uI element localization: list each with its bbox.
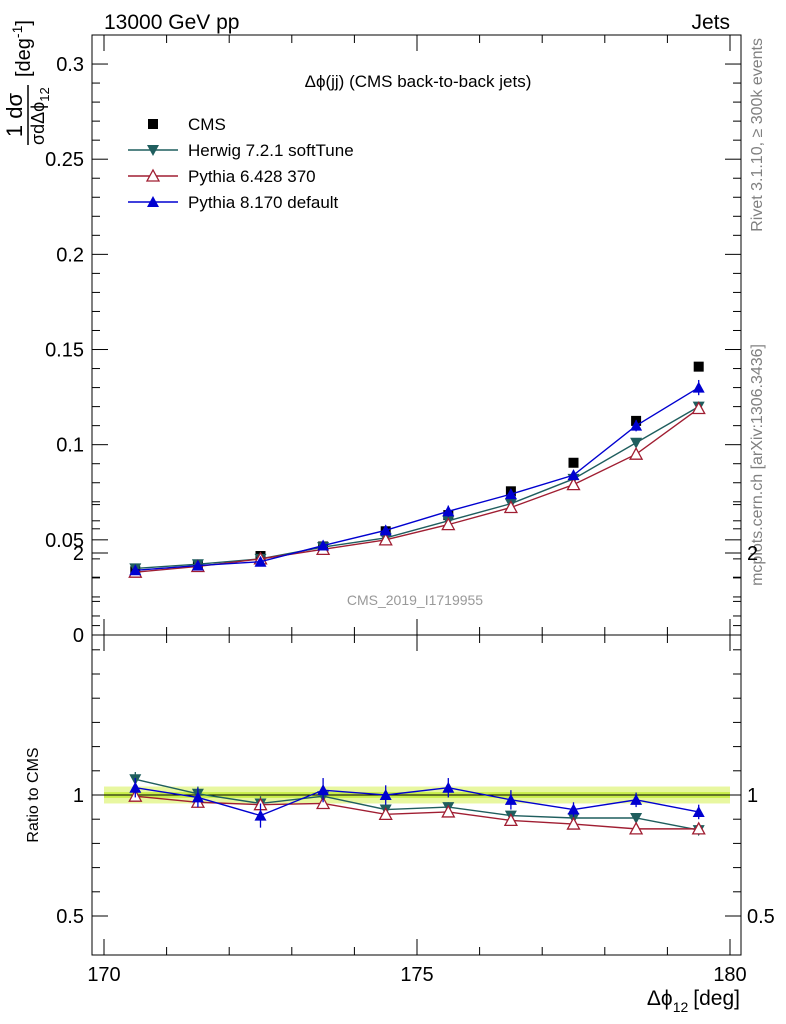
main-y-tick-label: 0.3 [56, 54, 84, 76]
ratio-point-pythia-8-170-default [442, 781, 455, 793]
series-line-pythia-8-170-default [135, 386, 700, 571]
ratio-point-herwig-7-2-1-softtune [630, 812, 643, 824]
ratio-point-pythia-8-170-default [191, 791, 204, 803]
ratio-y-axis: 0.5 0.5 1 1 2 2 [56, 504, 775, 928]
y-label-den-d: dΔϕ [28, 102, 48, 134]
legend-label-herwig-7-2-1-softtune: Herwig 7.2.1 softTune [188, 141, 354, 160]
ratio-point-pythia-8-170-default [567, 803, 580, 815]
x-axis-label: Δϕ12 [deg] [647, 987, 740, 1015]
y-label-unit-suffix: ] [13, 20, 35, 26]
legend-marker-cms [148, 119, 158, 129]
ratio-point-pythia-8-170-default [129, 781, 142, 793]
ratio-y-tick-label: 1 [73, 785, 84, 807]
analysis-watermark: CMS_2019_I1719955 [347, 592, 483, 608]
rivet-version-label: Rivet 3.1.10, ≥ 300k events [749, 38, 766, 232]
main-y-tick-label: 0.05 [45, 530, 84, 552]
main-y-axis-label: 1 dσ σdΔϕ12 [deg-1] [2, 20, 52, 145]
ratio-point-pythia-6-428-370 [691, 821, 706, 835]
data-point-pythia-8-170-default [317, 539, 330, 551]
series-line-herwig-7-2-1-softtune [135, 406, 700, 570]
ratio-line-pythia-8-170-default [135, 787, 699, 817]
ratio-line-pythia-6-428-370 [135, 795, 699, 830]
data-point-pythia-8-170-default [191, 559, 204, 571]
y-label-den-sigma: σ [28, 134, 48, 145]
ratio-point-pythia-6-428-370 [316, 796, 331, 810]
ratio-point-pythia-8-170-default [630, 793, 643, 805]
legend-label-pythia-8-170-default: Pythia 8.170 default [188, 193, 339, 212]
data-point-pythia-6-428-370 [629, 446, 644, 460]
data-point-cms [568, 457, 579, 468]
data-point-herwig-7-2-1-softtune [630, 437, 643, 449]
ratio-y-tick-label-right: 0.5 [747, 906, 775, 928]
ratio-series-group [128, 772, 706, 837]
data-point-pythia-6-428-370 [441, 517, 456, 531]
main-y-tick-label: 0 [73, 625, 84, 647]
data-point-pythia-8-170-default [630, 419, 643, 431]
main-y-tick-label: 0.25 [45, 149, 84, 171]
main-plot-panel: 0 0.05 0.1 0.15 0.2 0.25 0.3 Δϕ(jj) (CMS back-… [45, 34, 742, 647]
ratio-point-pythia-6-428-370 [378, 807, 393, 821]
ratio-y-tick-label: 2 [73, 543, 84, 565]
legend: CMS Herwig 7.2.1 softTune Pythia 6.428 370… [128, 115, 354, 212]
legend-marker-pythia-8-170-default [147, 196, 159, 207]
ratio-point-pythia-6-428-370 [566, 816, 581, 830]
ratio-point-pythia-8-170-default [504, 793, 517, 805]
x-label-unit: [deg] [693, 987, 740, 1010]
y-label-denominator: σdΔϕ12 [28, 87, 52, 145]
x-label-symbol: Δϕ [647, 987, 673, 1010]
data-point-pythia-8-170-default [254, 555, 267, 567]
ratio-point-pythia-8-170-default [692, 805, 705, 817]
ratio-y-tick-label-right: 1 [747, 785, 758, 807]
ratio-x-axis: 170 175 180 [87, 635, 747, 986]
legend-label-pythia-6-428-370: Pythia 6.428 370 [188, 167, 316, 186]
data-point-pythia-6-428-370 [691, 401, 706, 415]
x-tick-label: 180 [713, 964, 746, 986]
mcplots-label: mcplots.cern.ch [arXiv:1306.3436] [749, 344, 766, 586]
main-y-tick-label: 0.15 [45, 340, 84, 362]
data-point-pythia-6-428-370 [378, 532, 393, 546]
data-point-pythia-8-170-default [504, 488, 517, 500]
ratio-point-pythia-8-170-default [317, 784, 330, 796]
legend-marker-pythia-6-428-370 [145, 168, 161, 182]
main-series-group [128, 361, 706, 578]
x-tick-label: 170 [87, 964, 120, 986]
main-y-tick-label: 0.2 [56, 244, 84, 266]
y-label-unit-exp: -1 [9, 25, 25, 38]
data-point-pythia-8-170-default [129, 564, 142, 576]
plot-title: Δϕ(jj) (CMS back-to-back jets) [305, 72, 532, 91]
series-line-pythia-6-428-370 [135, 407, 700, 573]
ratio-point-pythia-6-428-370 [441, 804, 456, 818]
y-label-numerator: 1 dσ [2, 93, 27, 138]
ratio-point-pythia-6-428-370 [503, 813, 518, 827]
data-point-pythia-6-428-370 [503, 500, 518, 514]
legend-marker-herwig-7-2-1-softtune [147, 145, 159, 156]
x-label-sub: 12 [673, 999, 689, 1015]
data-point-pythia-6-428-370 [566, 477, 581, 491]
ratio-y-axis-label: Ratio to CMS [25, 747, 42, 842]
ratio-y-tick-label-right: 2 [747, 543, 758, 565]
ratio-y-tick-label: 0.5 [56, 906, 84, 928]
y-label-unit: [deg-1] [9, 20, 35, 77]
legend-label-cms: CMS [188, 115, 226, 134]
main-x-axis [103, 35, 731, 635]
data-point-pythia-8-170-default [692, 381, 705, 393]
main-y-tick-label: 0.1 [56, 435, 84, 457]
ratio-line-herwig-7-2-1-softtune [135, 778, 699, 831]
main-y-axis: 0 0.05 0.1 0.15 0.2 0.25 0.3 [45, 54, 741, 647]
y-label-den-sub: 12 [37, 87, 52, 101]
ratio-point-pythia-8-170-default [379, 789, 392, 800]
ratio-plot-panel: 0.5 0.5 1 1 2 2 170 175 180 Ratio to CMS [25, 504, 775, 986]
energy-label: 13000 GeV pp [104, 11, 239, 34]
data-point-cms [693, 361, 704, 372]
process-label: Jets [691, 11, 730, 34]
y-label-unit-prefix: [deg [13, 38, 35, 77]
data-point-pythia-8-170-default [567, 469, 580, 481]
data-point-pythia-8-170-default [442, 505, 455, 517]
data-point-pythia-8-170-default [379, 524, 392, 536]
ratio-point-pythia-8-170-default [254, 809, 267, 821]
x-tick-label: 175 [400, 964, 433, 986]
ratio-point-pythia-6-428-370 [629, 821, 644, 835]
